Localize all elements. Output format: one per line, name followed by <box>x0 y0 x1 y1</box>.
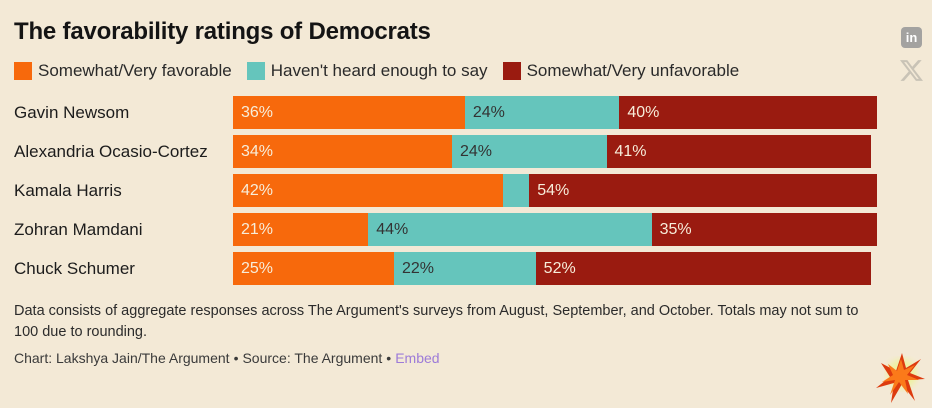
bar-track: 34% 24% 41% <box>233 135 877 168</box>
credit-separator: • <box>233 350 239 367</box>
chart-credit: Chart: Lakshya Jain/The Argument • Source:… <box>14 350 918 366</box>
chart-title: The favorability ratings of Democrats <box>14 18 431 45</box>
bar-segment <box>503 174 530 207</box>
bar-segment: 36% <box>233 96 465 129</box>
legend-item-neutral: Haven't heard enough to say <box>246 61 488 81</box>
bar-track: 21% 44% 35% <box>233 213 877 246</box>
bar-segment: 24% <box>451 135 607 168</box>
row-label: Kamala Harris <box>14 180 122 200</box>
x-share-icon[interactable] <box>900 59 923 82</box>
bar-segment: 22% <box>394 252 536 285</box>
legend-swatch-neutral <box>246 62 265 80</box>
credit-source: Source: The Argument <box>242 350 383 367</box>
chart-row: Gavin Newsom 36% 24% 40% <box>14 96 918 129</box>
bar-segment: 42% <box>233 174 504 207</box>
chart-row: Alexandria Ocasio-Cortez 34% 24% 41% <box>14 135 918 168</box>
bar-track: 42% 54% <box>233 174 877 207</box>
legend: Somewhat/Very favorable Haven't heard en… <box>14 61 918 81</box>
bar-segment: 52% <box>535 252 871 285</box>
bar-segment: 24% <box>464 96 620 129</box>
bar-segment: 34% <box>233 135 452 168</box>
embed-link[interactable]: Embed <box>395 350 440 367</box>
row-label: Gavin Newsom <box>14 102 130 122</box>
credit-chart-author: Chart: Lakshya Jain/The Argument <box>14 350 230 367</box>
legend-label-neutral: Haven't heard enough to say <box>270 61 488 80</box>
credit-separator: • <box>386 350 392 367</box>
bar-segment: 41% <box>606 135 871 168</box>
bar-track: 36% 24% 40% <box>233 96 877 129</box>
linkedin-share-icon[interactable]: in <box>901 27 922 48</box>
legend-item-favorable: Somewhat/Very favorable <box>14 61 232 81</box>
bar-segment: 35% <box>651 213 877 246</box>
chart-row: Kamala Harris 42% 54% <box>14 174 918 207</box>
row-label: Chuck Schumer <box>14 258 135 278</box>
bar-segment: 40% <box>619 96 877 129</box>
share-icons: in <box>900 27 923 82</box>
bar-segment: 25% <box>233 252 394 285</box>
chart-note: Data consists of aggregate responses acr… <box>14 303 859 341</box>
chart-row: Zohran Mamdani 21% 44% 35% <box>14 213 918 246</box>
row-label: Alexandria Ocasio-Cortez <box>14 141 208 161</box>
legend-label-unfavorable: Somewhat/Very unfavorable <box>526 61 740 80</box>
argument-starburst-logo[interactable] <box>874 352 926 404</box>
legend-item-unfavorable: Somewhat/Very unfavorable <box>502 61 740 81</box>
bar-segment: 54% <box>529 174 877 207</box>
bar-track: 25% 22% 52% <box>233 252 877 285</box>
row-label: Zohran Mamdani <box>14 219 143 239</box>
bar-segment: 44% <box>368 213 652 246</box>
bar-segment: 21% <box>233 213 369 246</box>
legend-swatch-unfavorable <box>502 62 521 80</box>
legend-label-favorable: Somewhat/Very favorable <box>38 61 232 80</box>
legend-swatch-favorable <box>14 62 32 80</box>
chart-row: Chuck Schumer 25% 22% 52% <box>14 252 918 285</box>
stacked-bar-chart: Gavin Newsom 36% 24% 40% Alexandria Ocasio-C… <box>14 96 918 285</box>
